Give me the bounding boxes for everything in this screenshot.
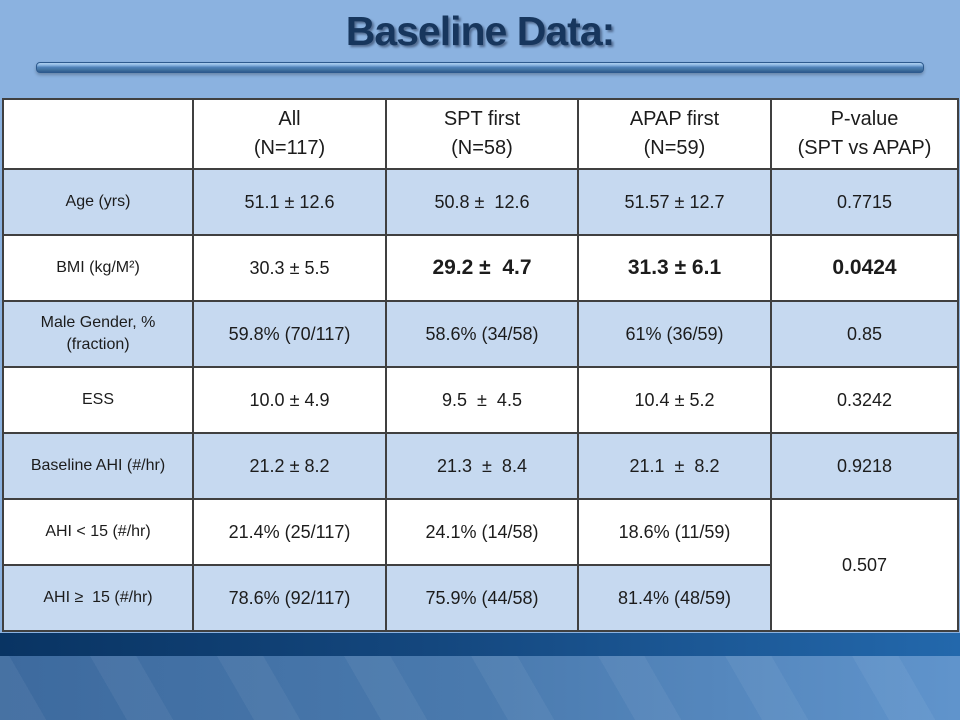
cell-ahi-all: 21.2 ± 8.2 (192, 432, 387, 500)
header-cell-all: All (N=117) (192, 98, 387, 170)
title-divider-bar (36, 62, 924, 73)
table-row-age: Age (yrs) 51.1 ± 12.6 50.8 ± 12.6 51.57 … (2, 168, 959, 236)
table-row-bmi: BMI (kg/M²) 30.3 ± 5.5 29.2 ± 4.7 31.3 ±… (2, 234, 959, 302)
cell-ess-spt: 9.5 ± 4.5 (385, 366, 579, 434)
cell-ahige15-apap: 81.4% (48/59) (577, 564, 772, 632)
page-title: Baseline Data: (345, 8, 616, 54)
cell-ess-p: 0.3242 (770, 366, 959, 434)
row-label: Age (yrs) (2, 168, 194, 236)
cell-gender-spt: 58.6% (34/58) (385, 300, 579, 368)
cell-age-apap: 51.57 ± 12.7 (577, 168, 772, 236)
cell-ahi-p: 0.9218 (770, 432, 959, 500)
row-label: Male Gender, % (fraction) (2, 300, 194, 368)
row-label: AHI ≥ 15 (#/hr) (2, 564, 194, 632)
cell-ahi-spt: 21.3 ± 8.4 (385, 432, 579, 500)
cell-bmi-apap-highlighted: 31.3 ± 6.1 (577, 234, 772, 302)
bottom-light-band (0, 656, 960, 720)
cell-ahi-group-p-merged: 0.507 (770, 498, 959, 632)
bottom-dark-band (0, 633, 960, 656)
table-row-ahi-ge15: AHI ≥ 15 (#/hr) 78.6% (92/117) 75.9% (44… (2, 564, 958, 632)
table-row-male-gender: Male Gender, % (fraction) 59.8% (70/117)… (2, 300, 959, 368)
cell-bmi-spt-highlighted: 29.2 ± 4.7 (385, 234, 579, 302)
row-label: BMI (kg/M²) (2, 234, 194, 302)
header-cell-apap-first: APAP first (N=59) (577, 98, 772, 170)
cell-ahilt15-spt: 24.1% (14/58) (385, 498, 579, 566)
title-bar: Baseline Data: (0, 8, 960, 55)
cell-ahi-apap: 21.1 ± 8.2 (577, 432, 772, 500)
header-cell-p-value: P-value (SPT vs APAP) (770, 98, 959, 170)
cell-ahige15-all: 78.6% (92/117) (192, 564, 387, 632)
row-label: AHI < 15 (#/hr) (2, 498, 194, 566)
header-cell-spt-first: SPT first (N=58) (385, 98, 579, 170)
table-header-row: All (N=117) SPT first (N=58) APAP first … (2, 98, 959, 170)
cell-gender-p: 0.85 (770, 300, 959, 368)
cell-ess-all: 10.0 ± 4.9 (192, 366, 387, 434)
cell-age-p: 0.7715 (770, 168, 959, 236)
cell-bmi-p-highlighted: 0.0424 (770, 234, 959, 302)
table-row-baseline-ahi: Baseline AHI (#/hr) 21.2 ± 8.2 21.3 ± 8.… (2, 432, 959, 500)
cell-gender-apap: 61% (36/59) (577, 300, 772, 368)
cell-age-all: 51.1 ± 12.6 (192, 168, 387, 236)
cell-ahilt15-apap: 18.6% (11/59) (577, 498, 772, 566)
header-cell-empty (2, 98, 194, 170)
cell-ahige15-spt: 75.9% (44/58) (385, 564, 579, 632)
table-row-ess: ESS 10.0 ± 4.9 9.5 ± 4.5 10.4 ± 5.2 0.32… (2, 366, 959, 434)
row-label: Baseline AHI (#/hr) (2, 432, 194, 500)
table-row-ahi-lt15: AHI < 15 (#/hr) 21.4% (25/117) 24.1% (14… (2, 498, 959, 632)
cell-ahilt15-all: 21.4% (25/117) (192, 498, 387, 566)
row-label: ESS (2, 366, 194, 434)
cell-gender-all: 59.8% (70/117) (192, 300, 387, 368)
cell-bmi-all: 30.3 ± 5.5 (192, 234, 387, 302)
baseline-data-table: All (N=117) SPT first (N=58) APAP first … (2, 98, 959, 632)
cell-ess-apap: 10.4 ± 5.2 (577, 366, 772, 434)
cell-age-spt: 50.8 ± 12.6 (385, 168, 579, 236)
